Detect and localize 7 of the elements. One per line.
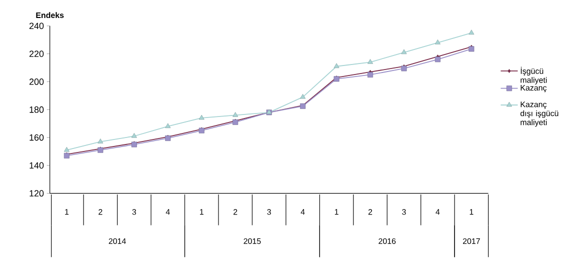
y-tick-label: 120: [30, 190, 44, 196]
y-tick-label: 180: [30, 106, 44, 113]
y-tick-label: 240: [29, 22, 44, 30]
y-tick-label: 200: [29, 78, 44, 85]
y-tick-label: 140: [30, 162, 44, 169]
y-tick-label: 160: [30, 134, 44, 141]
y-tick-label: 220: [29, 50, 44, 57]
